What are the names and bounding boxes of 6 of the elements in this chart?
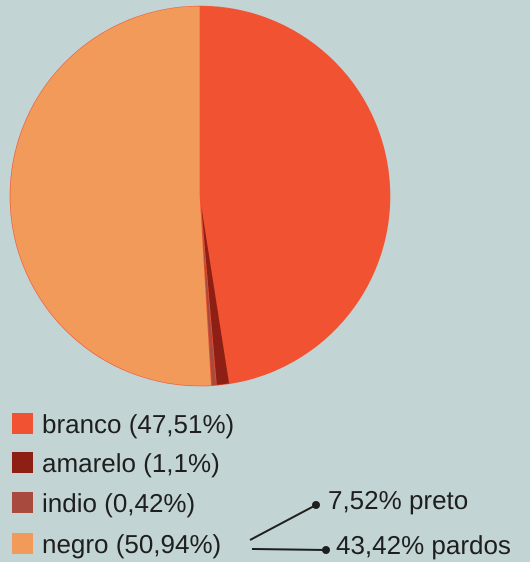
legend-label: indio (0,42%) (42, 488, 196, 518)
text: 7,52% preto (328, 485, 468, 515)
legend-label: negro (50,94%) (42, 529, 222, 559)
legend-label: branco (47,51%) (42, 409, 234, 439)
legend-label: amarelo (1,1%) (42, 448, 220, 478)
text: 43,42% pardos (336, 530, 511, 560)
